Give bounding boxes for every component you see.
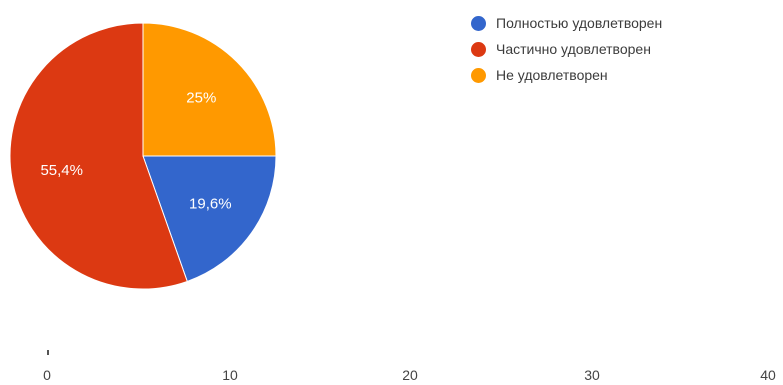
legend-swatch-not-satisfied — [471, 67, 486, 83]
pie-slice-not-satisfied[interactable] — [142, 22, 277, 157]
legend-item-partially-satisfied[interactable]: Частично удовлетворен — [471, 36, 662, 62]
legend-item-not-satisfied[interactable]: Не удовлетворен — [471, 62, 662, 88]
x-axis-tick-10: 10 — [222, 367, 238, 383]
legend-swatch-fully-satisfied — [471, 15, 486, 31]
legend-swatch-partially-satisfied — [471, 41, 486, 57]
x-axis-tick-20: 20 — [402, 367, 418, 383]
pie-label-not-satisfied: 25% — [186, 90, 216, 107]
legend-label-not-satisfied: Не удовлетворен — [496, 67, 608, 83]
x-axis-tick-0: 0 — [43, 367, 51, 383]
legend-item-fully-satisfied[interactable]: Полностью удовлетворен — [471, 10, 662, 36]
legend-label-partially-satisfied: Частично удовлетворен — [496, 41, 651, 57]
pie-label-fully-satisfied: 19,6% — [189, 196, 232, 213]
legend: Полностью удовлетворен Частично удовлетв… — [471, 10, 662, 88]
pie-label-partially-satisfied: 55,4% — [40, 162, 83, 179]
x-axis-tick-40: 40 — [760, 367, 776, 383]
x-axis-tick-30: 30 — [584, 367, 600, 383]
x-axis-tick-mark — [47, 350, 49, 355]
legend-label-fully-satisfied: Полностью удовлетворен — [496, 15, 663, 31]
